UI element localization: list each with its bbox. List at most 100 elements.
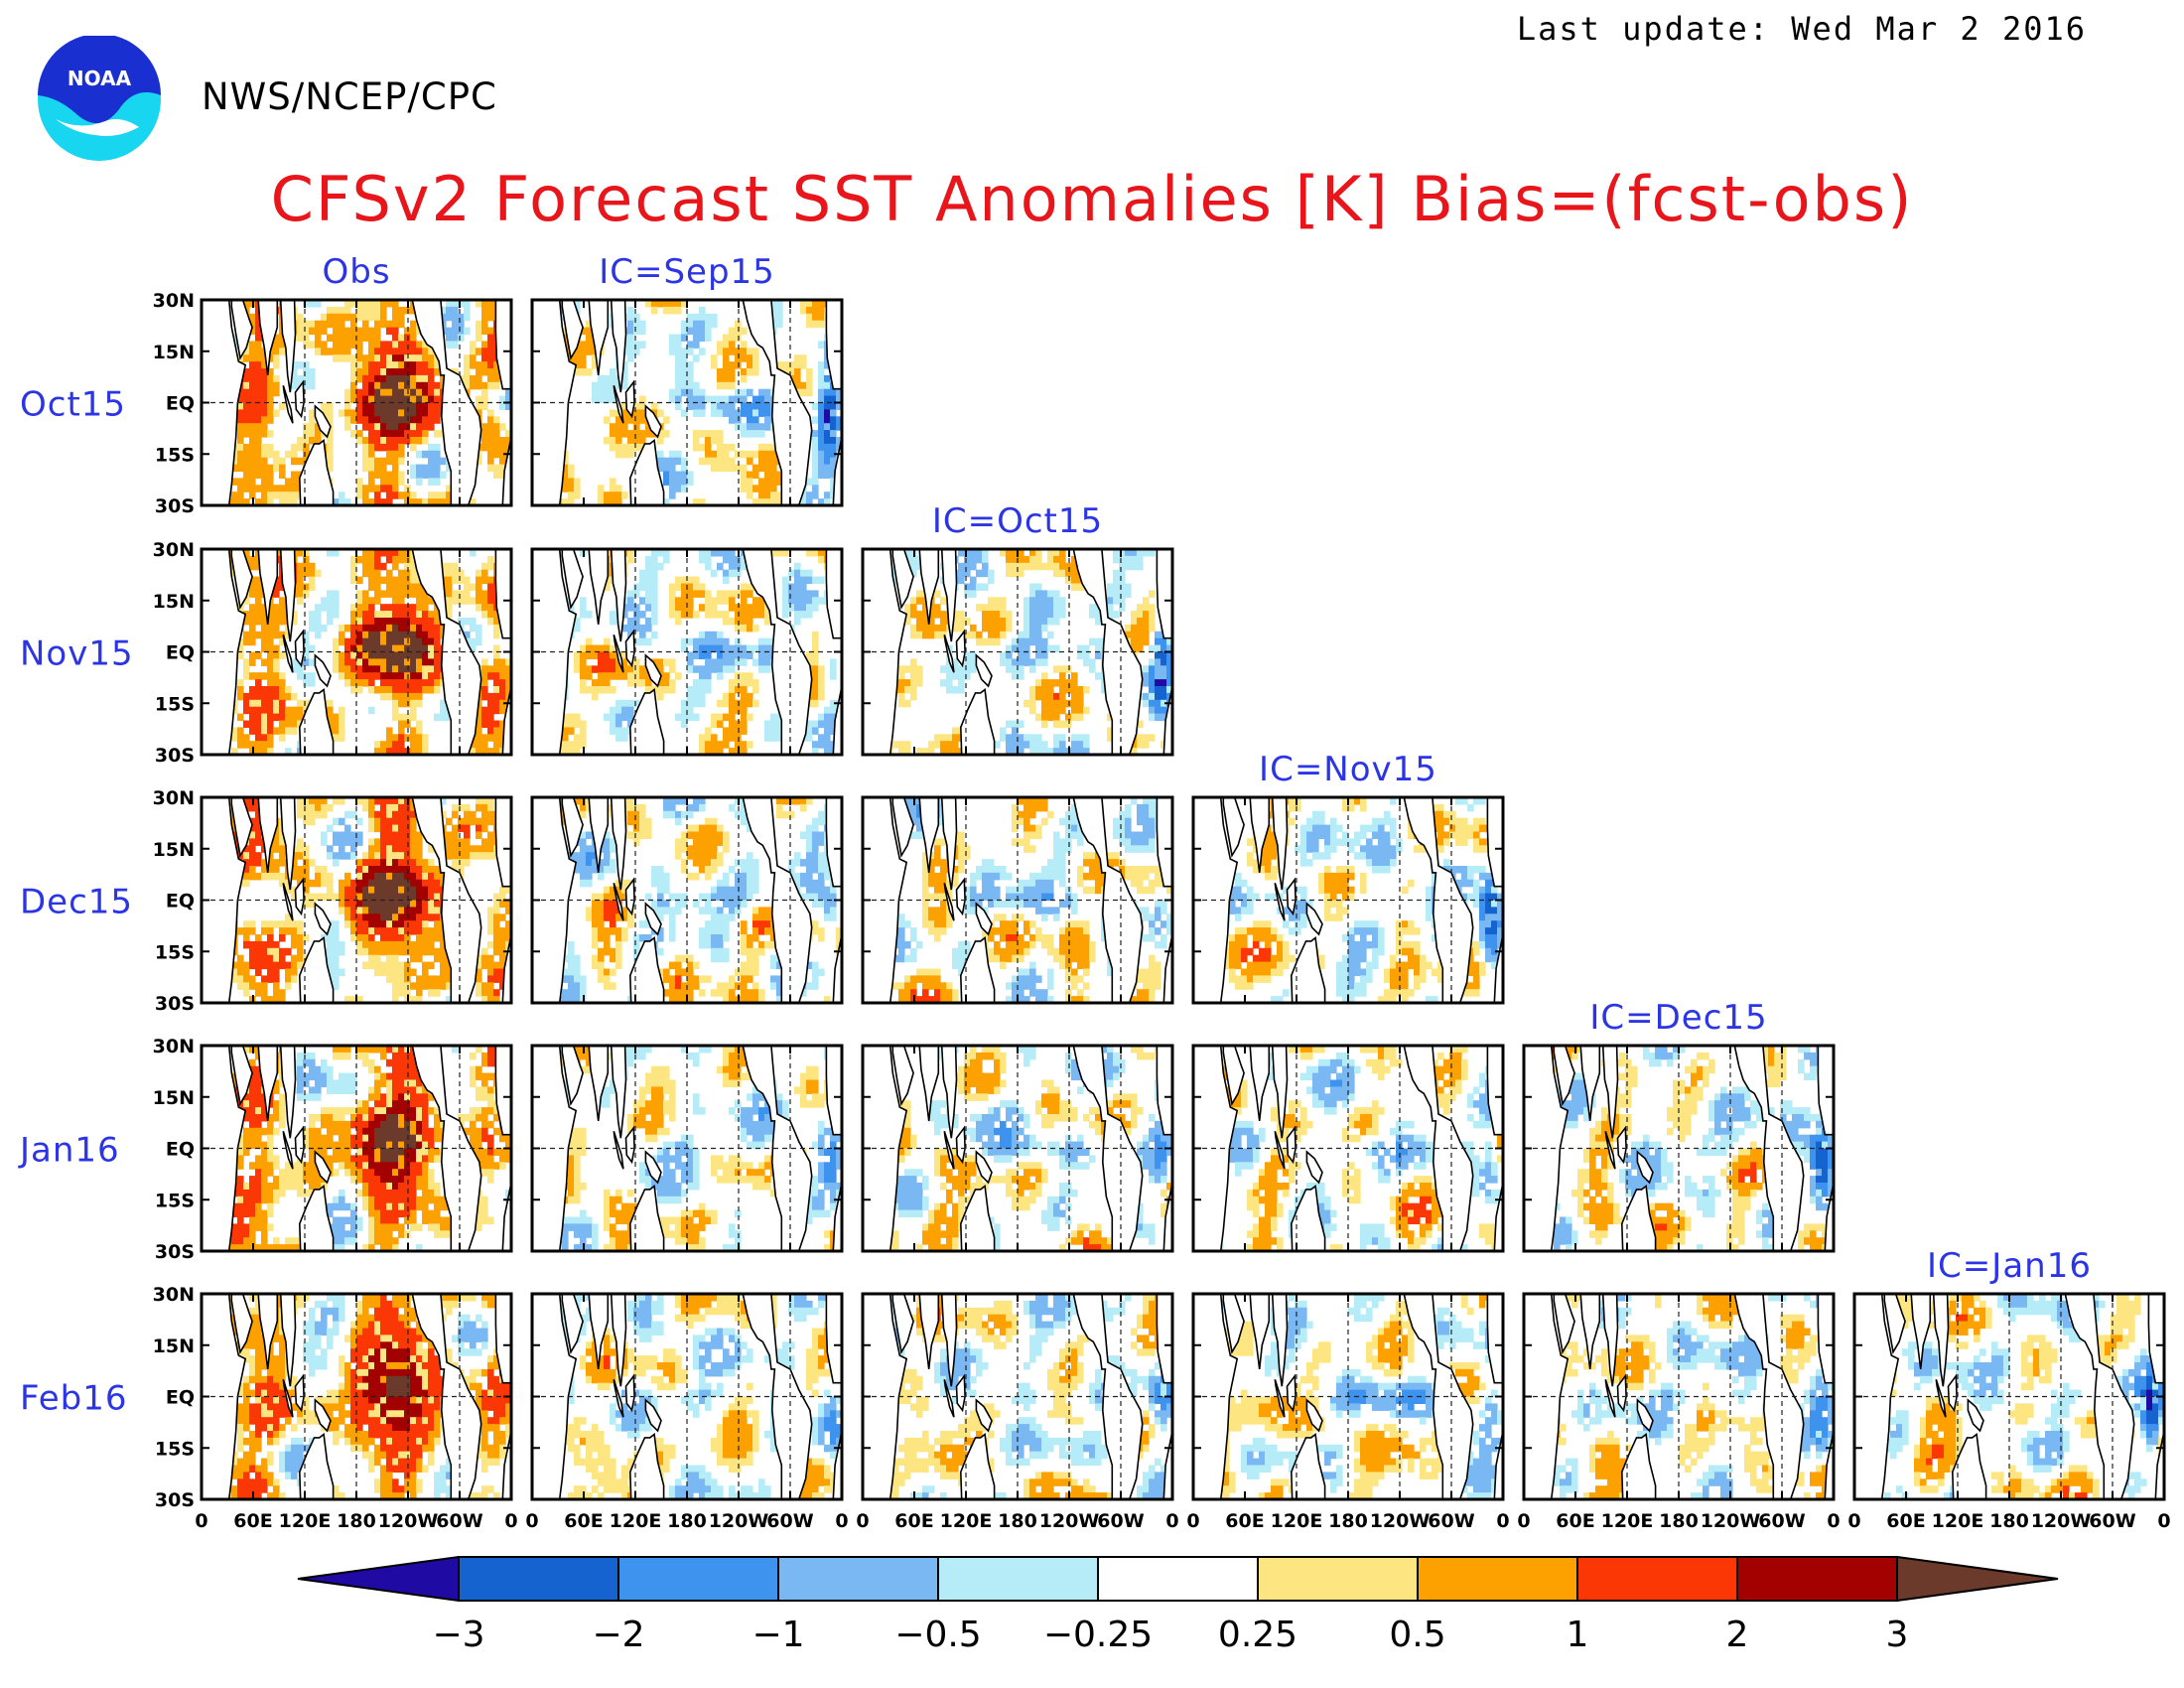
map-panel <box>200 547 513 757</box>
lon-tick-label: 0 <box>525 1510 538 1532</box>
lat-tick-label: 15S <box>155 693 195 715</box>
panel-field <box>1524 1294 1834 1499</box>
panel-field <box>202 300 511 505</box>
lon-tick-label: 120W <box>1039 1510 1100 1532</box>
lon-tick-label: 120W <box>1701 1510 1761 1532</box>
lat-tick-label: 30S <box>155 993 195 1015</box>
lon-tick-label: 180 <box>667 1510 707 1532</box>
column-title: IC=Sep15 <box>599 252 775 292</box>
lon-tick-label: 120E <box>610 1510 662 1532</box>
lat-tick-label: 15N <box>153 591 195 613</box>
panel-field <box>863 1294 1172 1499</box>
map-panel <box>1522 1044 1836 1253</box>
column-title: IC=Oct15 <box>932 501 1103 541</box>
last-update: Last update: Wed Mar 2 2016 <box>1516 10 2087 48</box>
lon-tick-label: 0 <box>1186 1510 1199 1532</box>
panel-field <box>532 1294 842 1499</box>
colorbar-bin <box>1576 1556 1738 1602</box>
panel-field <box>532 797 842 1003</box>
lat-tick-label: 30S <box>155 495 195 517</box>
lon-tick-label: 180 <box>1989 1510 2029 1532</box>
column-title: IC=Dec15 <box>1589 998 1767 1038</box>
lat-tick-label: 30N <box>153 1284 195 1306</box>
map-panel <box>861 1292 1174 1501</box>
lon-tick-label: 60W <box>766 1510 813 1532</box>
panel-field <box>863 549 1172 755</box>
lon-tick-label: 0 <box>1827 1510 1840 1532</box>
main-title: CFSv2 Forecast SST Anomalies [K] Bias=(f… <box>270 163 1914 235</box>
lon-tick-label: 60E <box>1556 1510 1594 1532</box>
panel-field <box>1854 1294 2164 1499</box>
column-title: Obs <box>322 252 390 292</box>
lat-tick-label: EQ <box>166 1139 195 1161</box>
lon-tick-label: 0 <box>504 1510 517 1532</box>
row-label: Nov15 <box>20 634 134 674</box>
lon-tick-label: 0 <box>1517 1510 1530 1532</box>
colorbar-bin <box>1097 1556 1259 1602</box>
map-panel <box>1852 1292 2166 1501</box>
lat-tick-label: EQ <box>166 1387 195 1409</box>
lon-tick-label: 120E <box>1932 1510 1984 1532</box>
lon-tick-label: 0 <box>1847 1510 1860 1532</box>
panel-field <box>532 1046 842 1251</box>
colorbar-tick-label: 3 <box>1886 1615 1909 1655</box>
lon-tick-label: 120E <box>279 1510 332 1532</box>
map-panel <box>200 1292 513 1501</box>
colorbar-arrow-low <box>297 1555 460 1603</box>
panel-field <box>1193 1046 1503 1251</box>
panel-field <box>863 1046 1172 1251</box>
lon-tick-label: 0 <box>856 1510 869 1532</box>
map-panel <box>530 1044 844 1253</box>
lat-tick-label: EQ <box>166 393 195 415</box>
lon-tick-label: 0 <box>195 1510 207 1532</box>
panel-field <box>1524 1046 1834 1251</box>
map-panel <box>200 298 513 507</box>
colorbar-bin <box>617 1556 779 1602</box>
panels-layer: Oct15 30N 15N EQ 15S 30S Obs IC=Sep15 Nov15 30N 15… <box>18 252 2171 1532</box>
lat-tick-label: EQ <box>166 642 195 664</box>
lon-tick-label: 60E <box>564 1510 603 1532</box>
map-panel <box>861 795 1174 1005</box>
colorbar-bin <box>1417 1556 1578 1602</box>
colorbar-tick-label: 0.5 <box>1389 1615 1445 1655</box>
colorbar-arrow-high <box>1896 1555 2059 1603</box>
lon-tick-label: 180 <box>1328 1510 1368 1532</box>
lon-tick-label: 60W <box>1758 1510 1805 1532</box>
lat-tick-label: EQ <box>166 891 195 913</box>
lat-tick-label: 15N <box>153 1087 195 1109</box>
map-panel <box>530 298 844 507</box>
lon-tick-label: 60W <box>1428 1510 1474 1532</box>
colorbar-tick-label: 2 <box>1726 1615 1749 1655</box>
lat-tick-label: 15N <box>153 1336 195 1357</box>
panel-field <box>202 1294 511 1499</box>
lat-tick-label: 15N <box>153 342 195 363</box>
colorbar-bin <box>777 1556 939 1602</box>
lat-tick-label: 30N <box>153 1036 195 1057</box>
lat-tick-label: 15S <box>155 444 195 466</box>
lon-tick-label: 120W <box>1370 1510 1431 1532</box>
lat-tick-label: 30S <box>155 1241 195 1263</box>
colorbar-bin <box>937 1556 1099 1602</box>
lon-tick-label: 120E <box>1601 1510 1654 1532</box>
lon-tick-label: 120W <box>709 1510 769 1532</box>
map-panel <box>861 547 1174 757</box>
colorbar-tick-label: −0.25 <box>1043 1615 1153 1655</box>
colorbar-tick-label: −0.5 <box>894 1615 981 1655</box>
lon-tick-label: 60E <box>233 1510 272 1532</box>
lat-tick-label: 30N <box>153 787 195 809</box>
map-panel <box>861 1044 1174 1253</box>
colorbar-tick-label: −3 <box>432 1615 484 1655</box>
lon-tick-label: 120W <box>378 1510 439 1532</box>
colorbar-tick-label: −2 <box>592 1615 644 1655</box>
lon-tick-label: 60W <box>436 1510 482 1532</box>
lon-tick-label: 0 <box>835 1510 848 1532</box>
noaa-logo: NOAA <box>38 36 161 161</box>
lon-tick-label: 0 <box>1496 1510 1509 1532</box>
lon-tick-label: 0 <box>1165 1510 1178 1532</box>
map-panel <box>1191 1292 1505 1501</box>
colorbar-tick-label: −1 <box>751 1615 804 1655</box>
lat-tick-label: 15N <box>153 839 195 861</box>
panel-field <box>863 797 1172 1003</box>
lon-tick-label: 120W <box>2031 1510 2092 1532</box>
